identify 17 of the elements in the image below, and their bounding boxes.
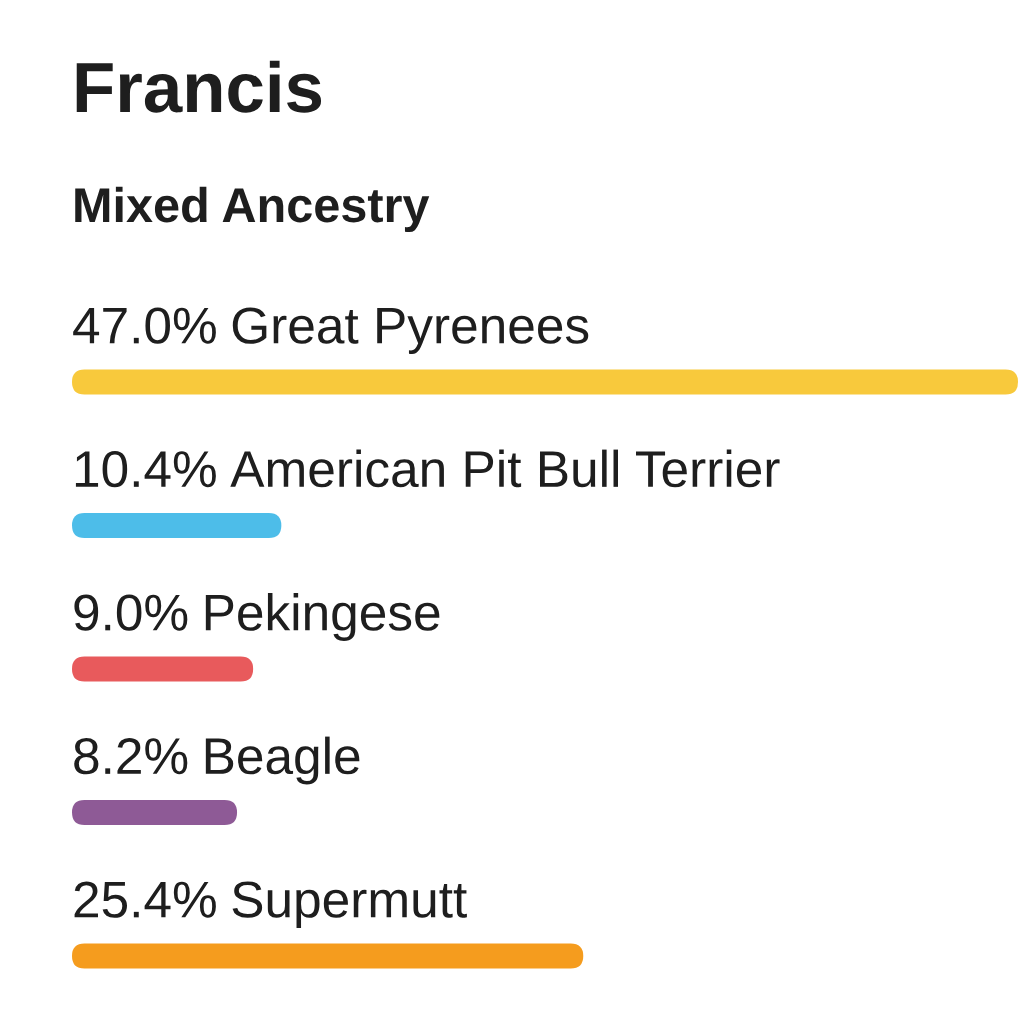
data-label: 10.4% bbox=[75, 450, 216, 488]
data-label: 8.2% bbox=[74, 737, 188, 775]
y-tick-label: Great Pyrenees bbox=[232, 307, 589, 354]
data-label: 9.0% bbox=[74, 594, 188, 631]
bar bbox=[72, 369, 1018, 395]
bar bbox=[72, 943, 584, 969]
bar bbox=[72, 513, 282, 538]
y-tick-label: Pekingese bbox=[205, 593, 440, 641]
y-tick-label: Beagle bbox=[205, 736, 360, 785]
chart-subtitle: Mixed Ancestry bbox=[75, 186, 430, 233]
bar bbox=[72, 800, 238, 825]
data-label: 47.0% bbox=[73, 307, 216, 344]
chart-title: Francis bbox=[76, 60, 322, 113]
data-label: 25.4% bbox=[74, 881, 216, 918]
y-tick-label: Supermutt bbox=[232, 881, 467, 928]
y-tick-label: American Pit Bull Terrier bbox=[230, 449, 780, 488]
bar bbox=[72, 656, 254, 682]
